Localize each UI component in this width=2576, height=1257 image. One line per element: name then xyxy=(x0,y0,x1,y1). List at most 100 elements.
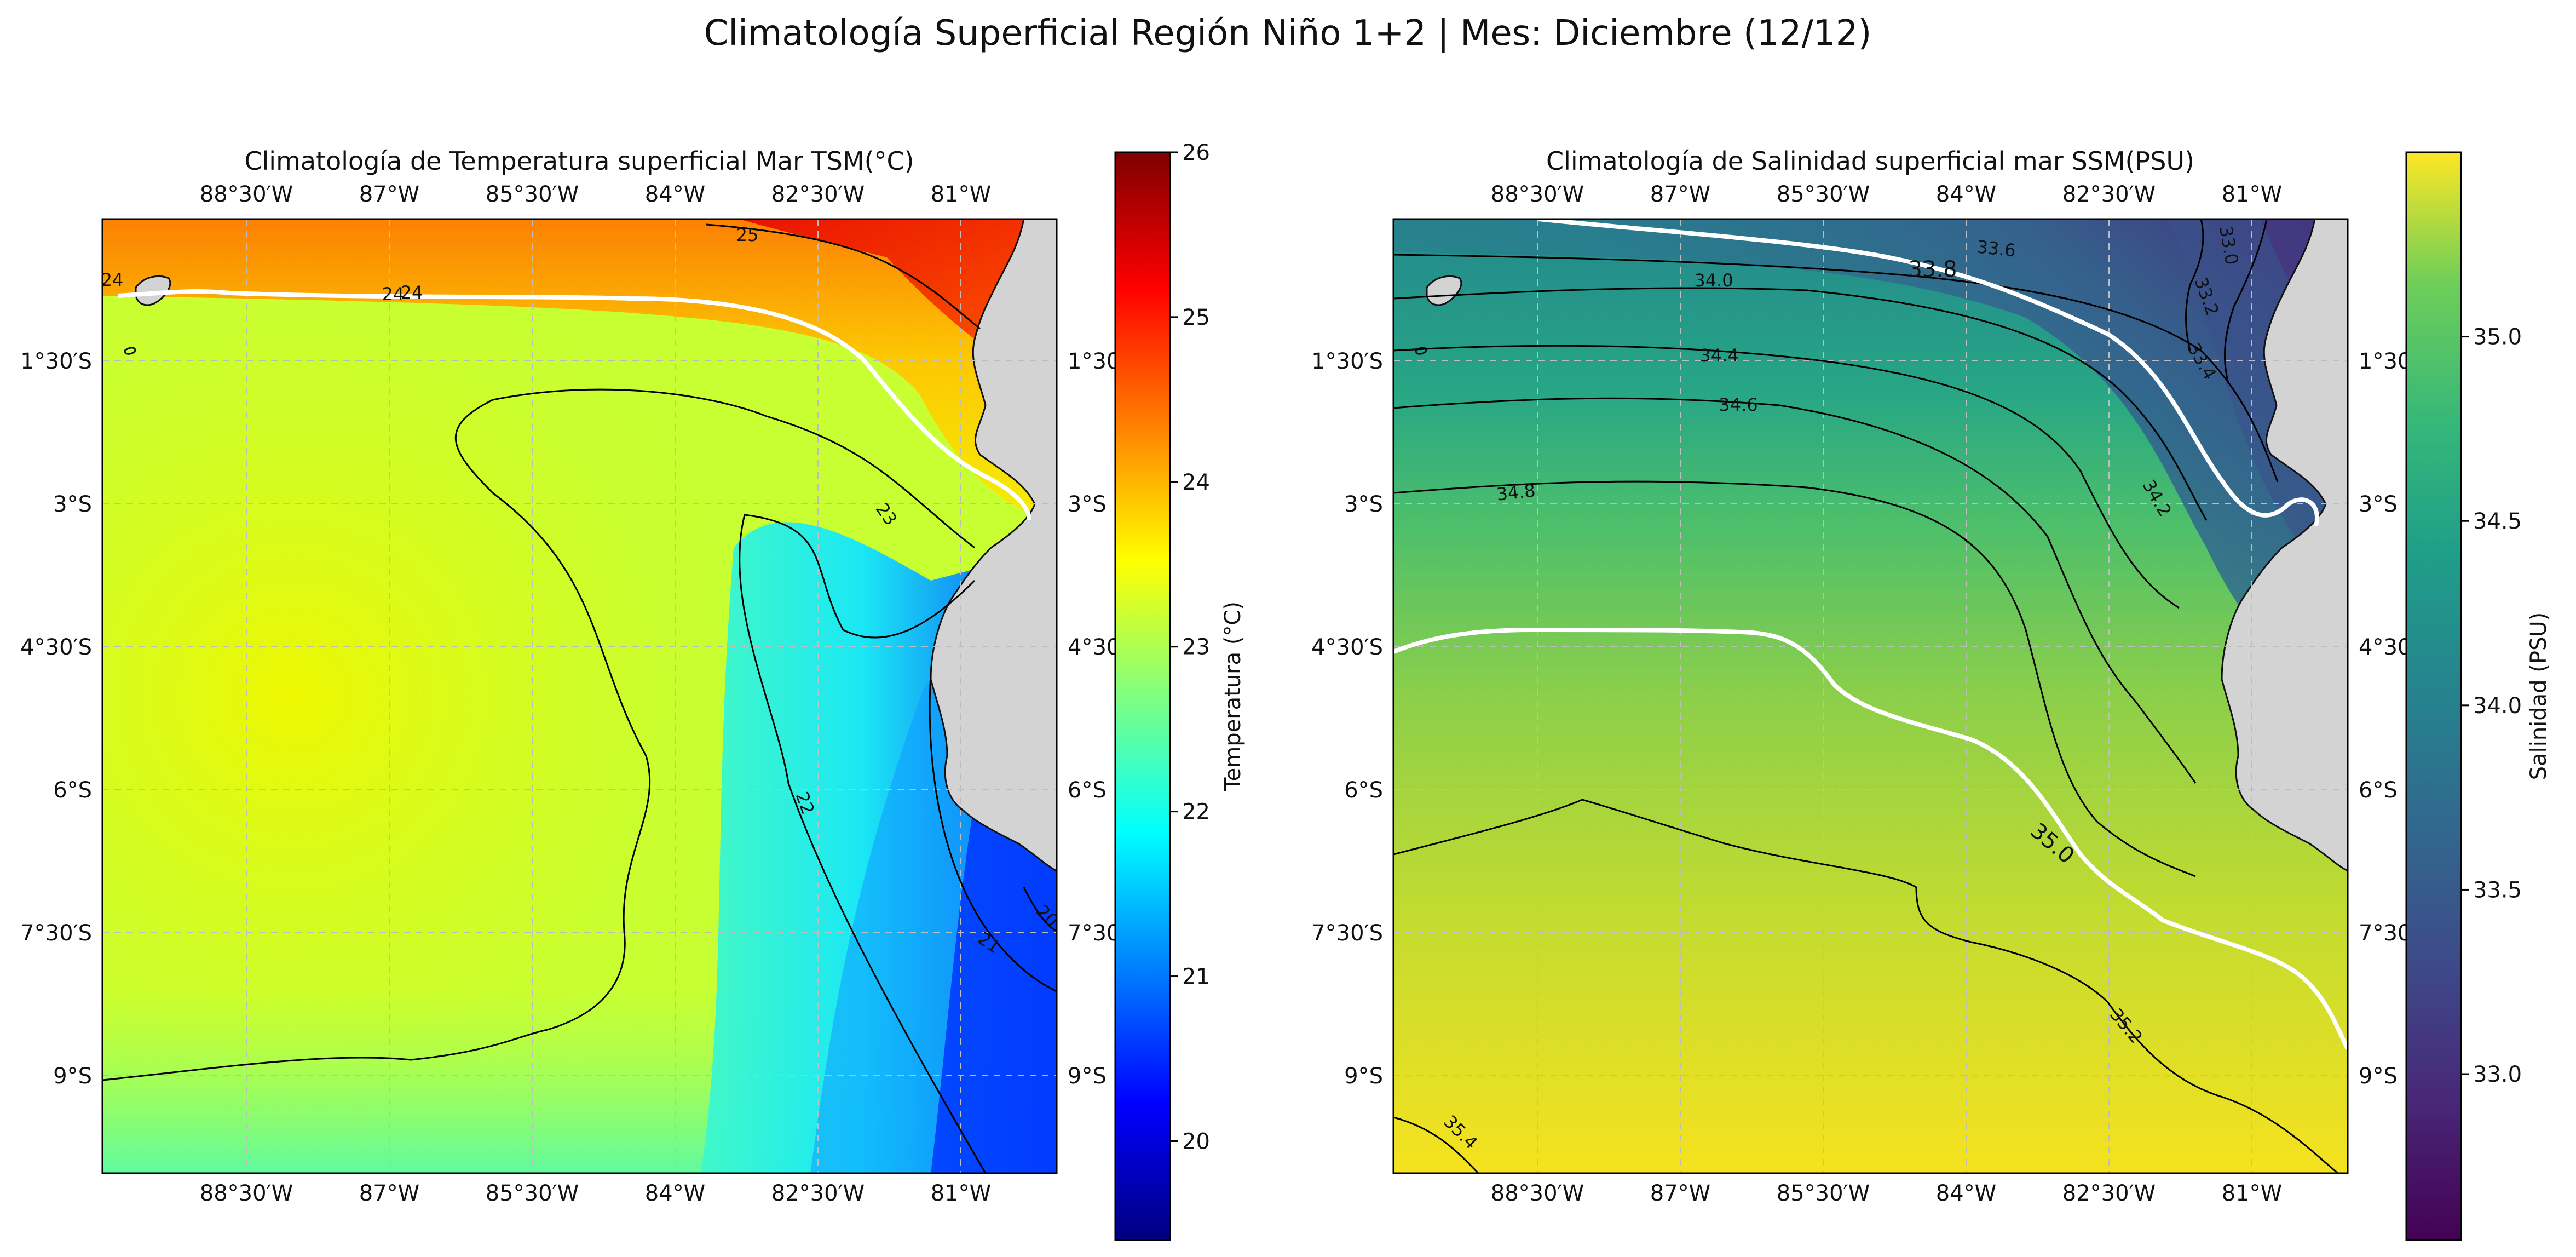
sst-xtick-bottom: 81°W xyxy=(931,1181,991,1206)
sss-ytick-right: 4°30 xyxy=(2359,635,2411,660)
sss-y-ticks-left: 1°30′S 3°S 4°30′S 6°S 7°30′S 9°S xyxy=(1311,349,1383,1089)
sst-ytick-right: 7°30 xyxy=(1068,921,1120,946)
sss-plot-frame xyxy=(1392,218,2349,1174)
sst-xtick-top: 85°30′W xyxy=(486,182,579,207)
sss-highlight-contour-low xyxy=(1538,219,2319,526)
sss-xtick-bottom: 88°30′W xyxy=(1491,1181,1584,1206)
sss-contour-label: 34.0 xyxy=(1694,270,1733,291)
sss-xtick-top: 84°W xyxy=(1936,182,1996,207)
sst-xtick-bottom: 87°W xyxy=(359,1181,419,1206)
sss-colorbar-tick-label: 33.5 xyxy=(2473,877,2522,903)
sss-contour-label: 34.8 xyxy=(1495,480,1536,504)
sst-colorbar-tick-label: 21 xyxy=(1182,965,1210,990)
sst-contour-label: 24 xyxy=(401,282,423,303)
sst-colorbar: 20 21 22 23 24 25 26 Temperatura (°C) xyxy=(1114,140,1246,1241)
sst-y-ticks-left: 1°30′S 3°S 4°30′S 6°S 7°30′S 9°S xyxy=(20,349,92,1089)
sst-y-ticks-right: 1°30 3°S 4°30 6°S 7°30 9°S xyxy=(1068,349,1120,1089)
sst-colorbar-tick-label: 23 xyxy=(1182,635,1210,660)
sst-plot-frame xyxy=(101,218,1058,1174)
sss-panel-title: Climatología de Salinidad superficial ma… xyxy=(1546,146,2194,176)
sss-ytick-right: 7°30 xyxy=(2359,921,2411,946)
sss-contour-label: 34.4 xyxy=(1699,345,1738,366)
sss-colorbar-tick-label: 33.0 xyxy=(2473,1062,2522,1087)
sst-highlight-contour xyxy=(117,289,1031,521)
sss-xtick-top: 81°W xyxy=(2222,182,2282,207)
sss-ytick-right: 6°S xyxy=(2359,778,2398,803)
sss-ytick-left: 6°S xyxy=(1344,778,1383,803)
figure-suptitle: Climatología Superficial Región Niño 1+2… xyxy=(704,13,1872,54)
sst-xtick-top: 87°W xyxy=(359,182,419,207)
sst-ytick-left: 7°30′S xyxy=(20,921,92,946)
sst-gridlines xyxy=(102,219,1057,1173)
sss-x-ticks-bottom: 88°30′W 87°W 85°30′W 84°W 82°30′W 81°W xyxy=(1491,1181,2282,1206)
sss-xtick-bottom: 84°W xyxy=(1936,1181,1996,1206)
sss-contours xyxy=(1393,219,2338,1173)
sss-colorbar-tick-label: 34.5 xyxy=(2473,509,2522,534)
sst-colorbar-label: Temperatura (°C) xyxy=(1220,601,1246,791)
sss-x-ticks-top: 88°30′W 87°W 85°30′W 84°W 82°30′W 81°W xyxy=(1491,182,2282,207)
sss-ytick-left: 3°S xyxy=(1344,492,1383,517)
sst-ytick-right: 1°30 xyxy=(1068,349,1120,374)
sst-x-ticks-top: 88°30′W 87°W 85°30′W 84°W 82°30′W 81°W xyxy=(200,182,991,207)
sst-xtick-top: 84°W xyxy=(645,182,705,207)
sss-xtick-bottom: 81°W xyxy=(2222,1181,2282,1206)
sss-xtick-bottom: 87°W xyxy=(1650,1181,1710,1206)
sst-panel-title: Climatología de Temperatura superficial … xyxy=(244,146,914,176)
sst-ytick-left: 3°S xyxy=(53,492,92,517)
sst-contour-label: 24 xyxy=(101,269,124,290)
sst-xtick-top: 88°30′W xyxy=(200,182,293,207)
sss-gridlines xyxy=(1393,219,2348,1173)
sst-colorbar-tick-label: 22 xyxy=(1182,800,1210,825)
sst-x-ticks-bottom: 88°30′W 87°W 85°30′W 84°W 82°30′W 81°W xyxy=(200,1181,991,1206)
sss-colorbar-tick-label: 34.0 xyxy=(2473,693,2522,719)
sst-field: 25 24 24 24 23 22 21 20 xyxy=(101,219,1057,1173)
sss-ytick-right: 1°30 xyxy=(2359,349,2411,374)
sst-ytick-right: 4°30 xyxy=(1068,635,1120,660)
sst-contour-label: 24 xyxy=(382,284,405,305)
sst-contour-label: 25 xyxy=(736,225,759,245)
sst-colorbar-tick-label: 20 xyxy=(1182,1129,1210,1154)
sss-xtick-top: 82°30′W xyxy=(2062,182,2156,207)
sst-xtick-bottom: 88°30′W xyxy=(200,1181,293,1206)
sss-highlight-contour-high xyxy=(1393,627,2348,1050)
sst-panel: Climatología de Temperatura superficial … xyxy=(20,140,1246,1241)
sss-xtick-top: 87°W xyxy=(1650,182,1710,207)
sst-contours xyxy=(102,223,1057,1173)
sss-ytick-left: 1°30′S xyxy=(1311,349,1383,374)
sst-ytick-left: 9°S xyxy=(53,1064,92,1089)
sss-ytick-right: 3°S xyxy=(2359,492,2398,517)
sss-colorbar-ramp xyxy=(2405,151,2462,1241)
sss-colorbar-tick-label: 35.0 xyxy=(2473,325,2522,350)
sss-xtick-top: 85°30′W xyxy=(1777,182,1870,207)
sst-ytick-right: 3°S xyxy=(1068,492,1107,517)
sss-xtick-bottom: 82°30′W xyxy=(2062,1181,2156,1206)
sst-colorbar-tick-label: 24 xyxy=(1182,470,1210,495)
sst-colorbar-tick-label: 25 xyxy=(1182,305,1210,330)
sst-xtick-bottom: 82°30′W xyxy=(771,1181,865,1206)
sss-panel: Climatología de Salinidad superficial ma… xyxy=(1311,146,2551,1241)
sst-ytick-right: 9°S xyxy=(1068,1064,1107,1089)
sss-field: 33.6 33.8 33.0 34.0 33.2 34.4 33.4 34.6 … xyxy=(1393,219,2348,1173)
sss-ytick-left: 7°30′S xyxy=(1311,921,1383,946)
sst-xtick-top: 81°W xyxy=(931,182,991,207)
sss-contour-label: 33.8 xyxy=(1908,257,1957,282)
sss-xtick-top: 88°30′W xyxy=(1491,182,1584,207)
sst-colorbar-ramp xyxy=(1114,151,1171,1241)
sst-ytick-left: 6°S xyxy=(53,778,92,803)
sss-ytick-left: 4°30′S xyxy=(1311,635,1383,660)
sss-ytick-left: 9°S xyxy=(1344,1064,1383,1089)
sst-ytick-left: 1°30′S xyxy=(20,349,92,374)
sst-ytick-right: 6°S xyxy=(1068,778,1107,803)
sss-colorbar-label: Salinidad (PSU) xyxy=(2526,612,2551,780)
sss-xtick-bottom: 85°30′W xyxy=(1777,1181,1870,1206)
sss-contour-label: 33.6 xyxy=(1976,236,2017,261)
sss-colorbar: 33.0 33.5 34.0 34.5 35.0 Salinidad (PSU) xyxy=(2405,151,2551,1241)
sst-ytick-left: 4°30′S xyxy=(20,635,92,660)
sss-contour-label: 34.6 xyxy=(1719,394,1757,415)
sst-xtick-top: 82°30′W xyxy=(771,182,865,207)
sst-colorbar-tick-label: 26 xyxy=(1182,140,1210,165)
sss-ytick-right: 9°S xyxy=(2359,1064,2398,1089)
sst-xtick-bottom: 84°W xyxy=(645,1181,705,1206)
sss-y-ticks-right: 1°30 3°S 4°30 6°S 7°30 9°S xyxy=(2359,349,2411,1089)
